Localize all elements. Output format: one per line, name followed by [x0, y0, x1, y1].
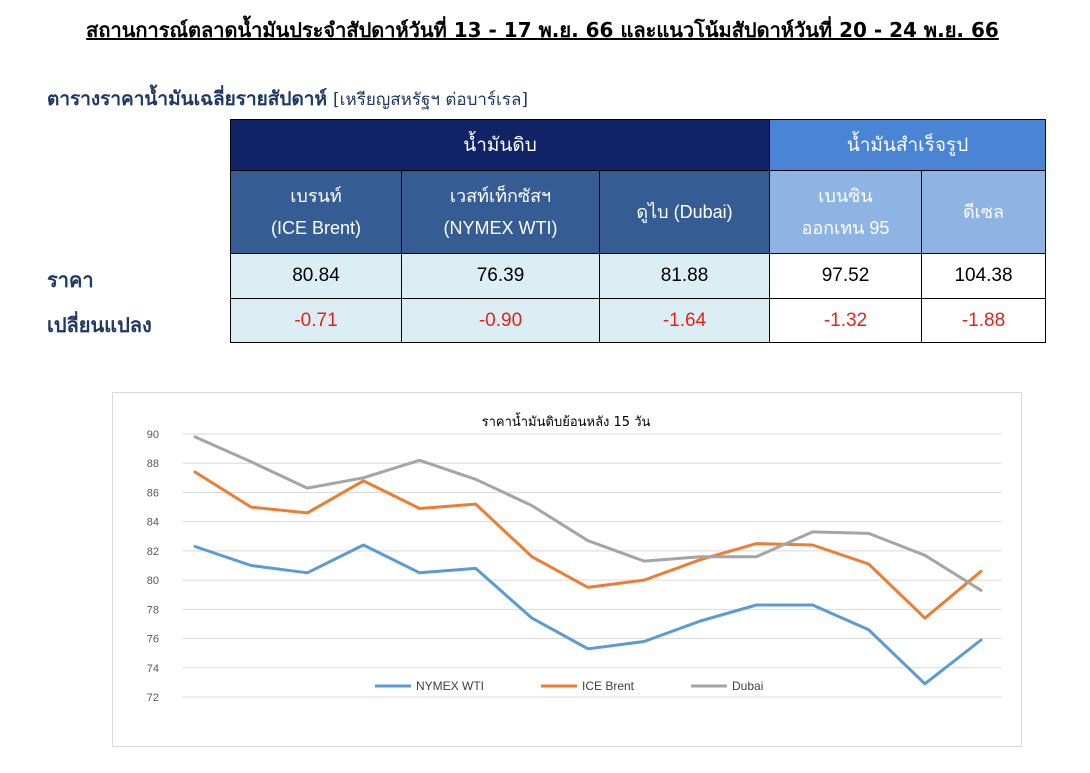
- y-tick-label: 80: [147, 575, 159, 587]
- change-dubai: -1.64: [599, 298, 770, 343]
- y-tick-label: 84: [147, 517, 159, 529]
- col-header-dubai: ดูไบ (Dubai): [599, 170, 770, 254]
- change-diesel: -1.88: [921, 298, 1046, 343]
- chart-y-axis: 90 88 86 84 82 80 78 76 74 72: [147, 429, 159, 704]
- y-tick-label: 72: [147, 692, 159, 704]
- series-line-ice-brent: [193, 470, 983, 620]
- legend-label: Dubai: [732, 679, 763, 693]
- table-caption-title: ตารางราคาน้ำมันเฉลี่ยรายสัปดาห์: [47, 88, 327, 110]
- col-header-brent-line1: เบรนท์: [290, 185, 342, 206]
- row-label-price: ราคา: [47, 268, 94, 292]
- change-brent: -0.71: [230, 298, 402, 343]
- table-caption: ตารางราคาน้ำมันเฉลี่ยรายสัปดาห์ [เหรียญส…: [47, 84, 528, 114]
- y-tick-label: 74: [147, 663, 159, 675]
- chart-gridlines: [183, 433, 1001, 698]
- legend-label: NYMEX WTI: [416, 679, 484, 693]
- col-header-gasoline95-line1: เบนซิน: [818, 185, 873, 206]
- y-tick-label: 90: [147, 429, 159, 441]
- page-title: สถานการณ์ตลาดน้ำมันประจำสัปดาห์วันที่ 13…: [86, 18, 999, 42]
- y-tick-label: 78: [147, 604, 159, 616]
- chart-canvas: ราคาน้ำมันดิบย้อนหลัง 15 วัน 90 88 86 84 82 8…: [147, 412, 1001, 704]
- y-tick-label: 88: [147, 458, 159, 470]
- price-gasoline95: 97.52: [769, 253, 922, 299]
- y-tick-label: 82: [147, 546, 159, 558]
- header-refined-oil: น้ำมันสำเร็จรูป: [769, 119, 1046, 171]
- y-tick-label: 86: [147, 487, 159, 499]
- change-gasoline95: -1.32: [769, 298, 922, 343]
- col-header-brent-line2: (ICE Brent): [270, 218, 362, 238]
- change-wti: -0.90: [401, 298, 600, 343]
- col-header-wti-line2: (NYMEX WTI): [443, 218, 558, 238]
- chart-legend: NYMEX WTI ICE Brent Dubai: [375, 679, 763, 693]
- col-header-wti: เวสท์เท็กซัสฯ (NYMEX WTI): [401, 170, 600, 254]
- col-header-gasoline95: เบนซิน ออกเทน 95: [769, 170, 922, 254]
- table-caption-unit: [เหรียญสหรัฐฯ ต่อบาร์เรล]: [333, 90, 529, 110]
- y-tick-label: 76: [147, 634, 159, 646]
- crude-price-chart: ราคาน้ำมันดิบย้อนหลัง 15 วัน 90 88 86 84 82 8…: [112, 392, 1022, 747]
- col-header-brent: เบรนท์ (ICE Brent): [230, 170, 402, 254]
- col-header-wti-line1: เวสท์เท็กซัสฯ: [449, 185, 552, 206]
- col-header-dubai-label: ดูไบ (Dubai): [636, 201, 733, 222]
- header-crude-oil: น้ำมันดิบ: [230, 119, 770, 171]
- chart-title: ราคาน้ำมันดิบย้อนหลัง 15 วัน: [482, 412, 651, 430]
- price-dubai: 81.88: [599, 253, 770, 299]
- price-brent: 80.84: [230, 253, 402, 299]
- row-label-change: เปลี่ยนแปลง: [47, 313, 152, 337]
- price-table: น้ำมันดิบ น้ำมันสำเร็จรูป เบรนท์ (ICE Br…: [230, 119, 1046, 343]
- series-line-nymex-wti: [193, 543, 983, 686]
- price-wti: 76.39: [401, 253, 600, 299]
- col-header-gasoline95-line2: ออกเทน 95: [801, 218, 890, 238]
- legend-label: ICE Brent: [582, 679, 635, 693]
- col-header-diesel: ดีเซล: [921, 170, 1046, 254]
- series-line-dubai: [193, 435, 983, 592]
- chart-series: [193, 435, 983, 686]
- col-header-diesel-label: ดีเซล: [962, 201, 1005, 222]
- price-diesel: 104.38: [921, 253, 1046, 299]
